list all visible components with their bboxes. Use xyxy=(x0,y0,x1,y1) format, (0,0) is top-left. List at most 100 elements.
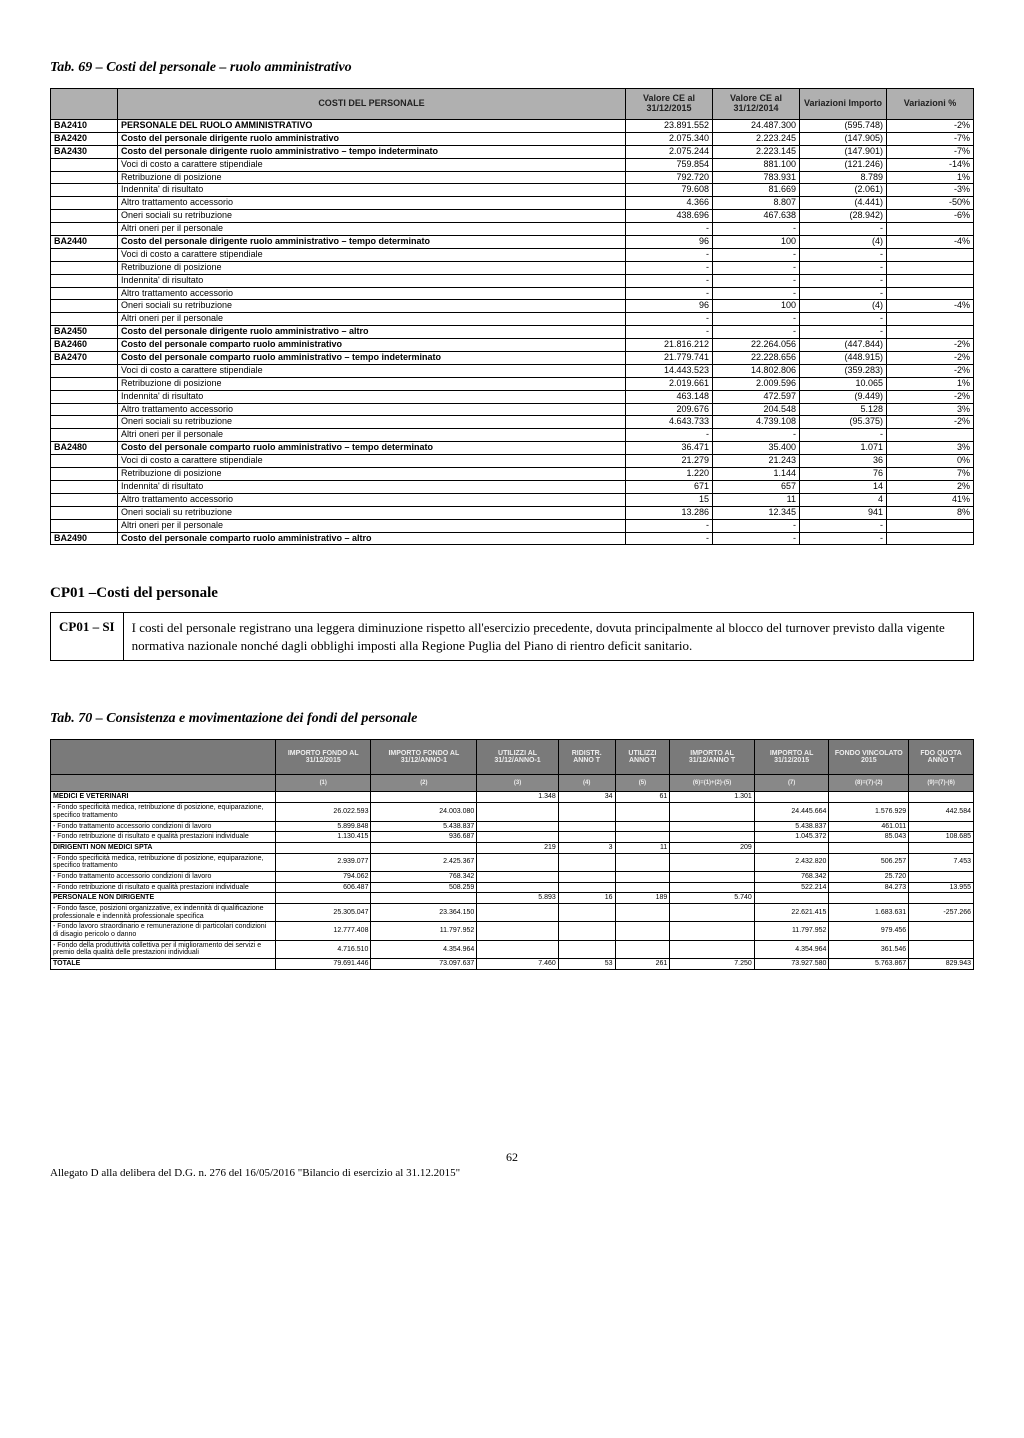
table-row: Indennita' di risultato671657142% xyxy=(51,480,974,493)
desc-cell: Voci di costo a carattere stipendiale xyxy=(118,455,626,468)
value-cell: 3% xyxy=(887,442,974,455)
fund-value-cell: 23.364.150 xyxy=(371,904,477,922)
tab70-header-cell xyxy=(51,740,276,775)
fund-value-cell: 11 xyxy=(615,842,670,853)
fund-value-cell: 4.716.510 xyxy=(276,940,371,958)
fund-value-cell: 442.584 xyxy=(909,803,974,821)
value-cell: 881.100 xyxy=(713,158,800,171)
table-row: - Fondo trattamento accessorio condizion… xyxy=(51,821,974,832)
tab70-subheader-cell: (6)=(1)+(2)-(5) xyxy=(670,775,754,792)
fund-label-cell: - Fondo specificità medica, retribuzione… xyxy=(51,803,276,821)
value-cell: - xyxy=(713,532,800,545)
fund-value-cell xyxy=(276,893,371,904)
tab70-header-cell: IMPORTO FONDO AL 31/12/2015 xyxy=(276,740,371,775)
value-cell xyxy=(887,519,974,532)
fund-value-cell: 508.259 xyxy=(371,882,477,893)
code-cell xyxy=(51,158,118,171)
desc-cell: Indennita' di risultato xyxy=(118,274,626,287)
value-cell: 11 xyxy=(713,493,800,506)
code-cell xyxy=(51,313,118,326)
desc-cell: Costo del personale dirigente ruolo ammi… xyxy=(118,132,626,145)
fund-value-cell xyxy=(477,832,559,843)
fund-value-cell xyxy=(615,940,670,958)
fund-value-cell xyxy=(558,821,615,832)
value-cell xyxy=(887,274,974,287)
fund-value-cell xyxy=(829,792,909,803)
fund-value-cell xyxy=(558,832,615,843)
value-cell: 14 xyxy=(800,480,887,493)
value-cell: 0% xyxy=(887,455,974,468)
fund-value-cell xyxy=(477,871,559,882)
value-cell: 36.471 xyxy=(626,442,713,455)
code-cell: BA2440 xyxy=(51,236,118,249)
value-cell: 21.279 xyxy=(626,455,713,468)
fund-value-cell xyxy=(909,842,974,853)
fund-value-cell xyxy=(615,871,670,882)
value-cell xyxy=(887,261,974,274)
desc-cell: Altro trattamento accessorio xyxy=(118,403,626,416)
fund-value-cell: 25.305.047 xyxy=(276,904,371,922)
code-cell xyxy=(51,300,118,313)
table-row: Voci di costo a carattere stipendiale--- xyxy=(51,248,974,261)
value-cell xyxy=(887,248,974,261)
desc-cell: Altri oneri per il personale xyxy=(118,313,626,326)
table-row: DIRIGENTI NON MEDICI SPTA219311209 xyxy=(51,842,974,853)
desc-cell: Oneri sociali su retribuzione xyxy=(118,416,626,429)
fund-value-cell xyxy=(909,922,974,940)
table-row: - Fondo retribuzione di risultato e qual… xyxy=(51,832,974,843)
fund-value-cell: 1.576.929 xyxy=(829,803,909,821)
value-cell: -2% xyxy=(887,416,974,429)
desc-cell: Voci di costo a carattere stipendiale xyxy=(118,364,626,377)
value-cell: (4.441) xyxy=(800,197,887,210)
tab70-subheader-cell: (3) xyxy=(477,775,559,792)
cp01-title: CP01 –Costi del personale xyxy=(50,585,974,602)
fund-value-cell: 1.683.631 xyxy=(829,904,909,922)
code-cell xyxy=(51,416,118,429)
fund-value-cell xyxy=(371,842,477,853)
value-cell: 21.779.741 xyxy=(626,352,713,365)
tab70-header-cell: UTILIZZI AL 31/12/ANNO-1 xyxy=(477,740,559,775)
value-cell: 10.065 xyxy=(800,377,887,390)
value-cell: 8.807 xyxy=(713,197,800,210)
desc-cell: Costo del personale comparto ruolo ammin… xyxy=(118,352,626,365)
value-cell: - xyxy=(713,223,800,236)
value-cell: 8.789 xyxy=(800,171,887,184)
fund-value-cell: 189 xyxy=(615,893,670,904)
fund-value-cell: 794.062 xyxy=(276,871,371,882)
value-cell: - xyxy=(713,261,800,274)
value-cell: 4.739.108 xyxy=(713,416,800,429)
value-cell: 209.676 xyxy=(626,403,713,416)
code-cell xyxy=(51,390,118,403)
value-cell: 4.366 xyxy=(626,197,713,210)
value-cell: 81.669 xyxy=(713,184,800,197)
desc-cell: Costo del personale comparto ruolo ammin… xyxy=(118,532,626,545)
desc-cell: Costo del personale dirigente ruolo ammi… xyxy=(118,236,626,249)
value-cell: 3% xyxy=(887,403,974,416)
fund-value-cell: 936.687 xyxy=(371,832,477,843)
fund-value-cell xyxy=(558,882,615,893)
value-cell: (9.449) xyxy=(800,390,887,403)
table-row: Voci di costo a carattere stipendiale759… xyxy=(51,158,974,171)
fund-value-cell xyxy=(829,893,909,904)
code-cell xyxy=(51,493,118,506)
value-cell: 467.638 xyxy=(713,210,800,223)
value-cell xyxy=(887,429,974,442)
value-cell: 1% xyxy=(887,171,974,184)
table-row: Voci di costo a carattere stipendiale21.… xyxy=(51,455,974,468)
value-cell: -4% xyxy=(887,236,974,249)
value-cell xyxy=(887,532,974,545)
table-row: - Fondo specificità medica, retribuzione… xyxy=(51,803,974,821)
fund-value-cell: 219 xyxy=(477,842,559,853)
value-cell: (4) xyxy=(800,300,887,313)
tab69-title: Tab. 69 – Costi del personale – ruolo am… xyxy=(50,60,974,76)
value-cell: 36 xyxy=(800,455,887,468)
fund-value-cell xyxy=(477,803,559,821)
fund-value-cell: 5.763.867 xyxy=(829,959,909,970)
table-row: Altro trattamento accessorio4.3668.807(4… xyxy=(51,197,974,210)
fund-value-cell: 22.621.415 xyxy=(754,904,829,922)
table-row: Retribuzione di posizione1.2201.144767% xyxy=(51,468,974,481)
code-cell: BA2460 xyxy=(51,339,118,352)
value-cell: 2.075.340 xyxy=(626,132,713,145)
code-cell: BA2490 xyxy=(51,532,118,545)
tab70-subheader-row: (1)(2)(3)(4)(5)(6)=(1)+(2)-(5)(7)(8)=(7)… xyxy=(51,775,974,792)
